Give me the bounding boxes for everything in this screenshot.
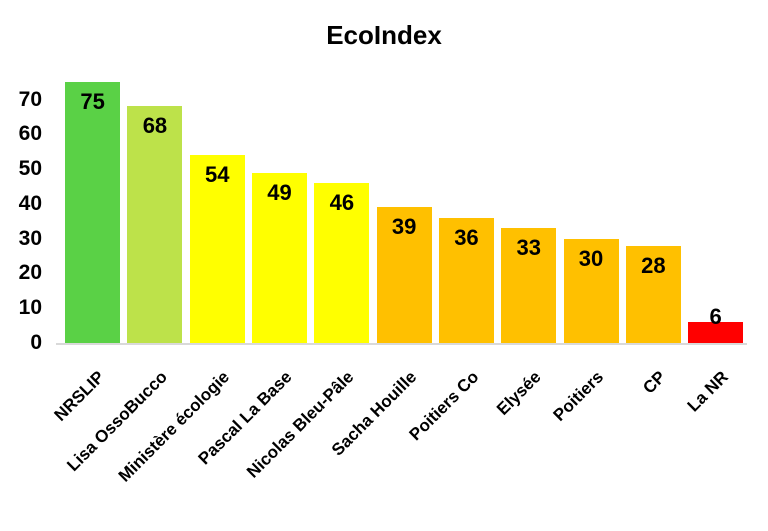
bar-value-label: 68 xyxy=(142,113,168,139)
bar-value-label: 36 xyxy=(454,224,479,250)
x-axis-label-la-nr: La NR xyxy=(683,367,732,416)
chart-title: EcoIndex xyxy=(326,20,442,50)
bar-la-nr[interactable] xyxy=(688,322,744,343)
x-axis-label-cp: CP xyxy=(638,367,670,398)
bar-value-label: 28 xyxy=(641,252,666,278)
bar-value-label: 54 xyxy=(205,162,230,188)
bar-sacha-houille[interactable] xyxy=(376,207,432,343)
bar-value-label: 6 xyxy=(709,304,722,330)
bar-elysee[interactable] xyxy=(501,228,557,343)
bar-nicolas-bleu-pale[interactable] xyxy=(314,183,370,343)
bar-value-label: 39 xyxy=(391,214,417,240)
y-axis-tick-label: 30 xyxy=(18,226,42,250)
x-axis-label-ministere-ecologie: Ministère écologie xyxy=(114,367,233,486)
y-axis-tick-label: 10 xyxy=(18,296,42,320)
bar-value-label: 49 xyxy=(267,179,292,205)
x-axis-line xyxy=(56,343,747,345)
bar-ministere-ecologie[interactable] xyxy=(189,155,245,343)
bar-nrslip[interactable] xyxy=(65,82,121,343)
bar-cp[interactable] xyxy=(625,245,681,343)
bar-lisa-ossobucco[interactable] xyxy=(127,106,183,343)
bar-value-label: 46 xyxy=(329,190,355,215)
x-axis-label-poitiers: Poitiers xyxy=(549,367,607,425)
x-axis-label-nicolas-bleu-pale: Nicolas Bleu-Pâle xyxy=(243,367,358,482)
bar-pascal-la-base[interactable] xyxy=(252,172,308,343)
y-axis-tick-label: 0 xyxy=(30,331,42,354)
bar-value-label: 33 xyxy=(516,235,541,261)
x-axis-label-nrslip: NRSLIP xyxy=(50,367,109,425)
x-axis-label-elysee: Elysée xyxy=(492,367,545,419)
y-axis-tick-label: 20 xyxy=(18,261,42,285)
y-axis-tick-label: 70 xyxy=(18,87,42,111)
y-axis-tick-label: 60 xyxy=(18,122,42,146)
bar-poitiers-co[interactable] xyxy=(438,217,494,343)
bar-poitiers[interactable] xyxy=(563,238,619,343)
bar-value-label: 75 xyxy=(80,89,105,115)
y-axis-tick-label: 50 xyxy=(18,157,42,181)
y-axis-tick-label: 40 xyxy=(18,191,42,215)
bar-value-label: 30 xyxy=(578,245,604,271)
